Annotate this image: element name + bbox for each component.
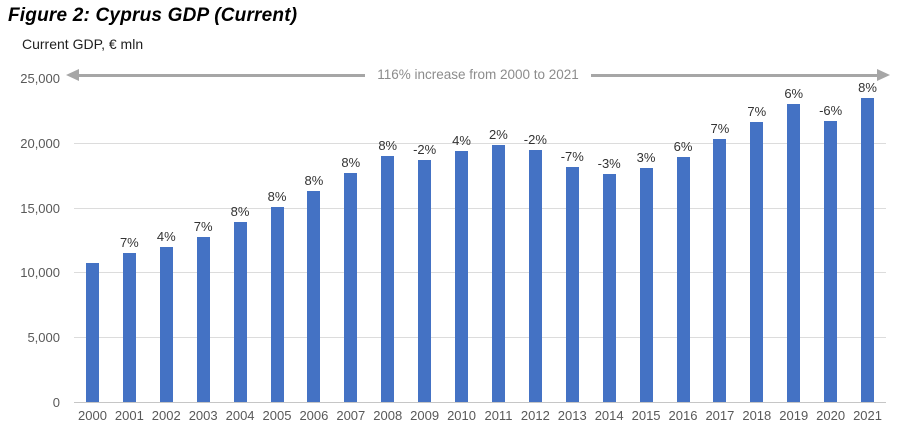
bar-label-2017: 7% (710, 120, 730, 136)
bar-label-2005: 8% (267, 188, 287, 204)
bar-label-2013: -7% (560, 149, 584, 165)
bar-label-2001: 7% (119, 235, 139, 251)
y-tick-label: 0 (52, 395, 60, 410)
gridline (74, 207, 886, 209)
bar-2000 (85, 262, 99, 402)
x-tick-label: 2005 (262, 408, 292, 423)
bar-2005 (270, 206, 284, 402)
x-tick-label: 2020 (816, 408, 846, 423)
x-axis: 2000 2001 2002 2003 2004 2005 2006 2007 2008 2009… (74, 408, 886, 428)
bar-label-2003: 7% (193, 218, 213, 234)
x-tick-label: 2010 (447, 408, 476, 423)
annotation-text: 116% increase from 2000 to 2021 (377, 66, 579, 82)
bar-label-2018: 7% (747, 103, 767, 119)
bar-label-2010: 4% (452, 132, 471, 148)
x-tick-label: 2004 (225, 408, 255, 423)
bar-2002 (159, 247, 173, 402)
bar-label-2021: 8% (858, 80, 877, 96)
bar-2019 (787, 103, 801, 402)
bar-2001 (122, 253, 136, 402)
figure-title: Figure 2: Cyprus GDP (Current) (8, 5, 298, 26)
bar-label-2014: -3% (597, 156, 621, 172)
x-tick-label: 2006 (299, 408, 329, 423)
x-tick-label: 2008 (373, 408, 403, 423)
bar-2010 (455, 150, 469, 402)
bar-2011 (491, 145, 505, 402)
gridline (74, 142, 886, 144)
bar-label-2002: 4% (156, 229, 176, 245)
x-tick-label: 2019 (779, 408, 809, 423)
bar-label-2020: -6% (819, 103, 843, 119)
arrowhead-right-icon (877, 69, 891, 81)
bar-label-2019: 6% (784, 85, 804, 101)
y-tick-label: 5,000 (27, 330, 60, 346)
bar-2017 (713, 138, 727, 402)
x-tick-label: 2001 (114, 408, 144, 423)
x-tick-label: 2014 (594, 408, 624, 423)
x-tick-label: 2021 (853, 408, 882, 423)
bar-label-2007: 8% (341, 155, 361, 171)
x-tick-label: 2002 (151, 408, 181, 423)
increase-annotation: 116% increase from 2000 to 2021 (66, 66, 891, 82)
bar-2003 (196, 236, 210, 402)
bar-label-2011: 2% (489, 127, 508, 143)
bar-label-2015: 3% (636, 150, 656, 166)
y-tick-label: 10,000 (20, 265, 60, 281)
bar-2004 (233, 221, 247, 402)
bar-2021 (861, 98, 875, 402)
bar-2018 (750, 121, 764, 402)
x-tick-label: 2012 (520, 408, 550, 423)
bar-2012 (528, 149, 542, 402)
x-tick-label: 2018 (742, 408, 772, 423)
arrow-shaft-right (590, 73, 878, 77)
arrow-shaft-left (79, 73, 366, 77)
x-tick-label: 2007 (336, 408, 366, 423)
x-tick-label: 2015 (631, 408, 661, 423)
bar-label-2012: -2% (523, 131, 547, 147)
x-tick-label: 2003 (188, 408, 218, 423)
bar-label-2016: 6% (673, 138, 693, 154)
bar-2007 (344, 173, 358, 402)
bar-2016 (676, 156, 690, 402)
bar-label-2008: 8% (378, 137, 398, 153)
y-tick-label: 20,000 (20, 135, 60, 151)
y-tick-label: 25,000 (20, 71, 60, 86)
bar-2014 (602, 174, 616, 402)
bar-label-2004: 8% (230, 203, 250, 219)
bar-label-2006: 8% (304, 173, 324, 189)
x-tick-label: 2000 (78, 408, 107, 423)
bar-2015 (639, 168, 653, 402)
bar-2009 (418, 160, 432, 402)
plot-area: 7% 4% 7% 8% 8% 8% 8% 8% -2% 4% 2% -2% -7% -3% 3% 6% 7% 7%… (74, 79, 886, 403)
gridline (74, 272, 886, 274)
gridline (74, 337, 886, 339)
bar-label-2009: -2% (413, 142, 437, 158)
y-tick-label: 15,000 (20, 200, 60, 216)
x-tick-label: 2009 (410, 408, 440, 423)
bar-2008 (381, 155, 395, 402)
bar-2013 (565, 167, 579, 402)
bar-2006 (307, 191, 321, 402)
x-tick-label: 2017 (705, 408, 735, 423)
arrowhead-left-icon (66, 69, 79, 81)
x-tick-label: 2016 (668, 408, 698, 423)
bar-2020 (824, 121, 838, 402)
x-axis-line (74, 402, 886, 403)
x-tick-label: 2013 (557, 408, 587, 423)
x-tick-label: 2011 (484, 408, 513, 423)
y-axis-unit-label: Current GDP, € mln (22, 36, 144, 52)
y-axis: 0 5,000 10,000 15,000 20,000 25,000 (0, 71, 60, 410)
